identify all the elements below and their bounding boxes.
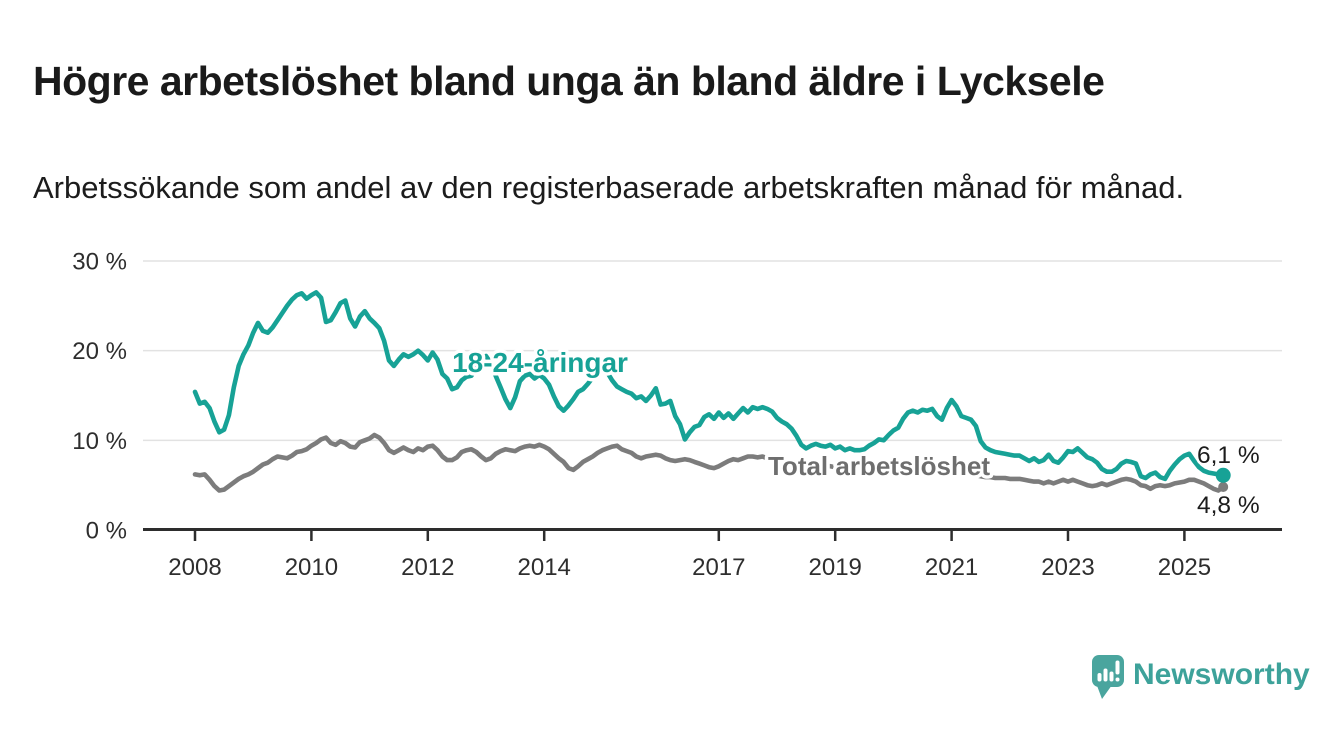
x-axis-tick-label: 2017 [692,554,745,581]
series-end-value-label: 4,8 % [1197,492,1260,519]
series-inline-label: 18-24-åringar [452,347,628,378]
logo-bar-2 [1103,668,1108,682]
y-axis-tick-label: 10 % [72,428,127,455]
logo-bar-3 [1109,671,1114,682]
page-title: Högre arbetslöshet bland unga än bland ä… [33,58,1105,105]
series-end-value-label: 6,1 % [1197,442,1260,469]
x-axis-tick-label: 2010 [285,554,338,581]
x-axis-tick-label: 2019 [809,554,862,581]
y-axis-tick-label: 0 % [86,518,127,545]
series-line-total [192,432,1226,493]
x-axis-tick-label: 2025 [1158,554,1211,581]
x-axis-tick-label: 2014 [518,554,571,581]
x-axis-tick-label: 2008 [168,554,221,581]
series-end-dot [1215,467,1231,483]
chart-subtitle: Arbetssökande som andel av den registerb… [33,170,1185,205]
y-axis-tick-label: 20 % [72,338,127,365]
x-axis-tick-label: 2023 [1041,554,1094,581]
newsworthy-logo: Newsworthy [1092,655,1310,699]
logo-bar-1 [1097,673,1102,682]
bar-chart-speech-bubble-icon [1092,655,1124,699]
y-axis-tick-label: 30 % [72,248,127,275]
x-axis-tick-label: 2021 [925,554,978,581]
series-inline-label: Total arbetslöshet [768,451,990,481]
series-end-dot [1218,481,1229,492]
series-line-youth [192,290,1226,482]
brand-name: Newsworthy [1133,658,1310,691]
x-axis-tick-label: 2012 [401,554,454,581]
logo-exclamation-bar [1115,660,1120,675]
logo-exclamation-dot [1115,677,1120,682]
line-chart: 30 % 20 % 10 % 0 % 2008 2010 2012 2014 2017 2019 2… [72,248,1282,581]
